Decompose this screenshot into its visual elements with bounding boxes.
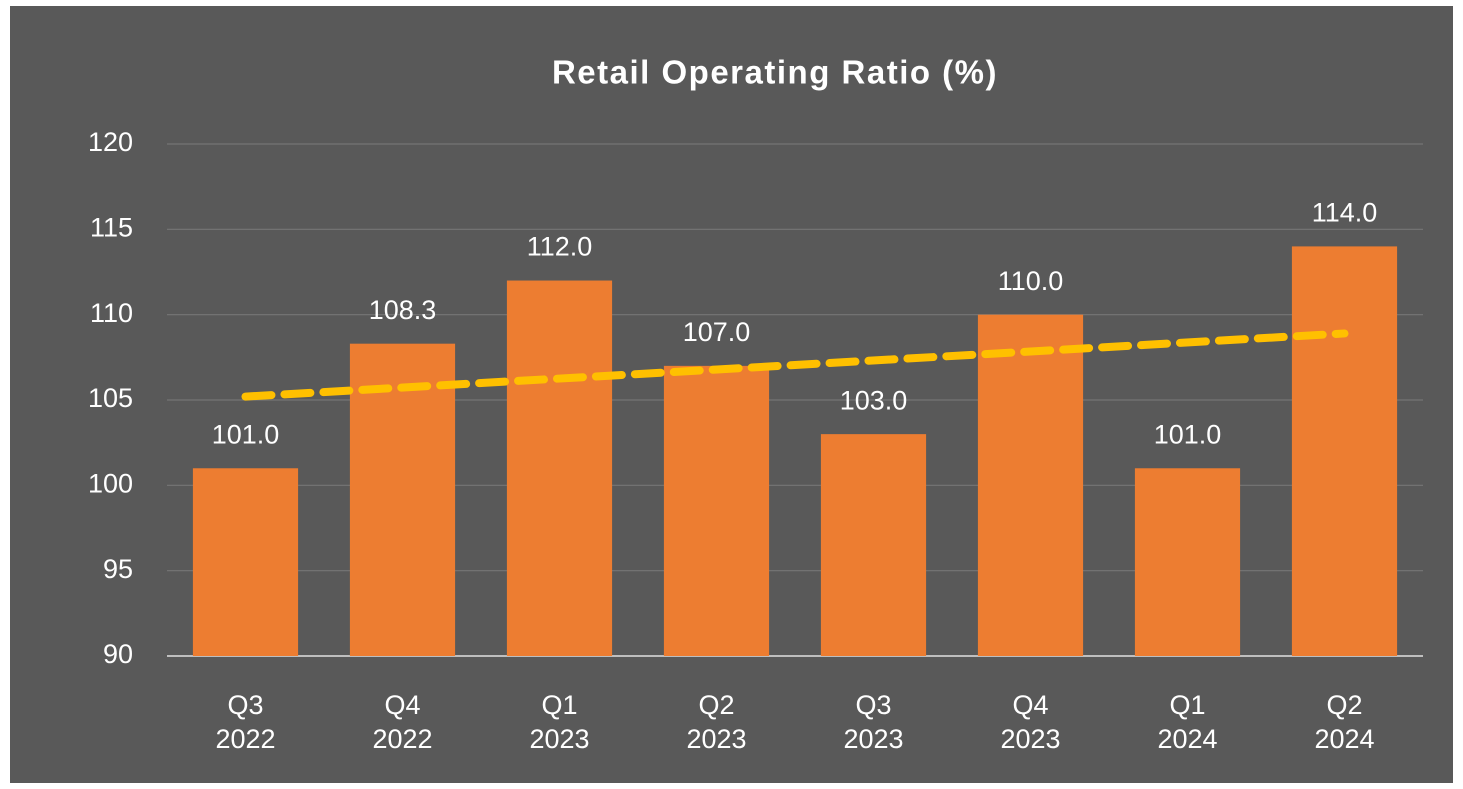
y-tick-label: 120 [88,127,133,157]
bar [1134,468,1241,656]
data-label: 101.0 [1154,419,1222,449]
y-tick-label: 115 [90,212,133,242]
bar [192,468,299,656]
bar [1291,246,1398,656]
bar [349,343,456,656]
x-tick-label: Q1 2024 [1157,690,1218,754]
y-tick-label: 110 [90,298,133,328]
x-tick-label: Q3 2023 [843,690,904,754]
y-tick-label: 105 [88,383,133,413]
data-label: 101.0 [212,419,280,449]
data-label: 108.3 [369,295,437,325]
data-label: 110.0 [998,266,1064,296]
y-tick-label: 95 [103,554,133,584]
x-tick-label: Q1 2023 [529,690,590,754]
data-label: 114.0 [1312,198,1378,228]
y-tick-label: 90 [103,639,133,669]
data-label: 107.0 [683,317,751,347]
bar [506,280,613,656]
bar [663,365,770,656]
x-tick-label: Q4 2023 [1000,690,1061,754]
y-tick-label: 100 [88,468,133,498]
data-label: 112.0 [527,232,593,262]
bar [977,314,1084,656]
x-tick-label: Q2 2024 [1314,690,1375,754]
x-tick-label: Q3 2022 [215,690,276,754]
x-tick-label: Q4 2022 [372,690,433,754]
bar [820,434,927,656]
x-tick-label: Q2 2023 [686,690,747,754]
chart-title: Retail Operating Ratio (%) [552,54,998,91]
data-label: 103.0 [840,385,908,415]
trendline [241,329,1349,401]
